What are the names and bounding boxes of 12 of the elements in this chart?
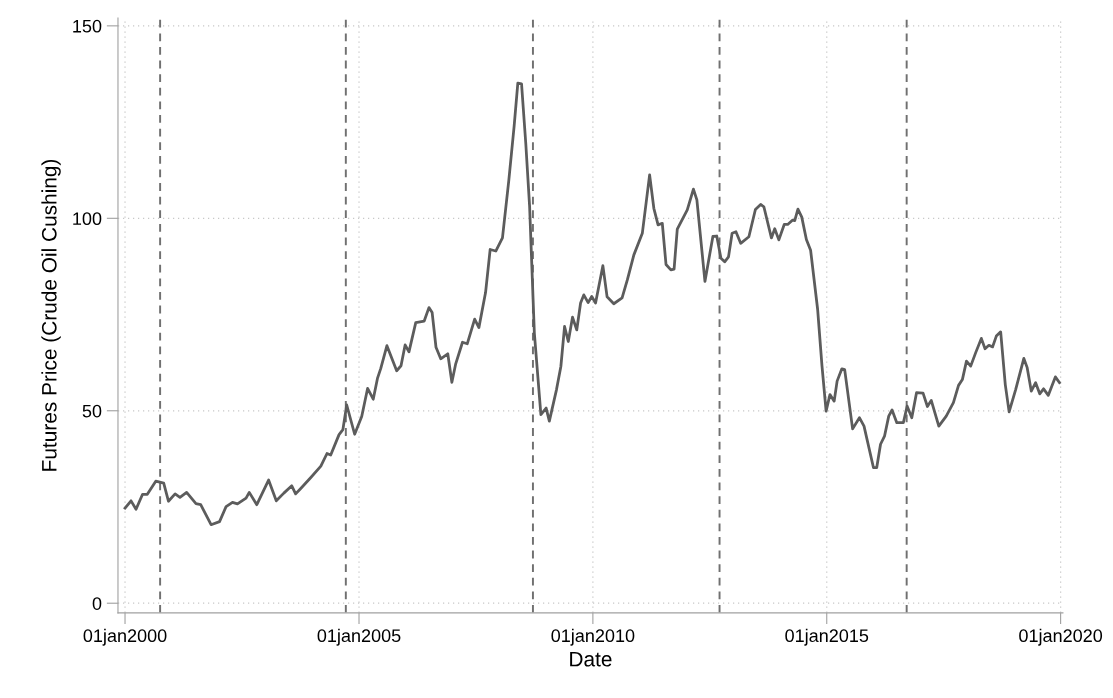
x-tick-label: 01jan2015: [785, 628, 869, 646]
x-tick-label: 01jan2005: [317, 628, 401, 646]
y-tick-label: 150: [73, 19, 102, 33]
y-tick-label: 50: [82, 404, 102, 418]
x-axis-title: Date: [570, 651, 612, 667]
x-tick-label: 01jan2020: [1019, 628, 1103, 646]
x-tick-label: 01jan2000: [83, 628, 167, 646]
y-tick-label: 100: [73, 212, 102, 226]
line-series: [123, 81, 1061, 527]
x-tick-label: 01jan2010: [551, 628, 635, 646]
y-tick-label: 0: [92, 597, 102, 610]
y-axis-title: Futures Price (Crude Oil Cushing): [41, 159, 61, 471]
